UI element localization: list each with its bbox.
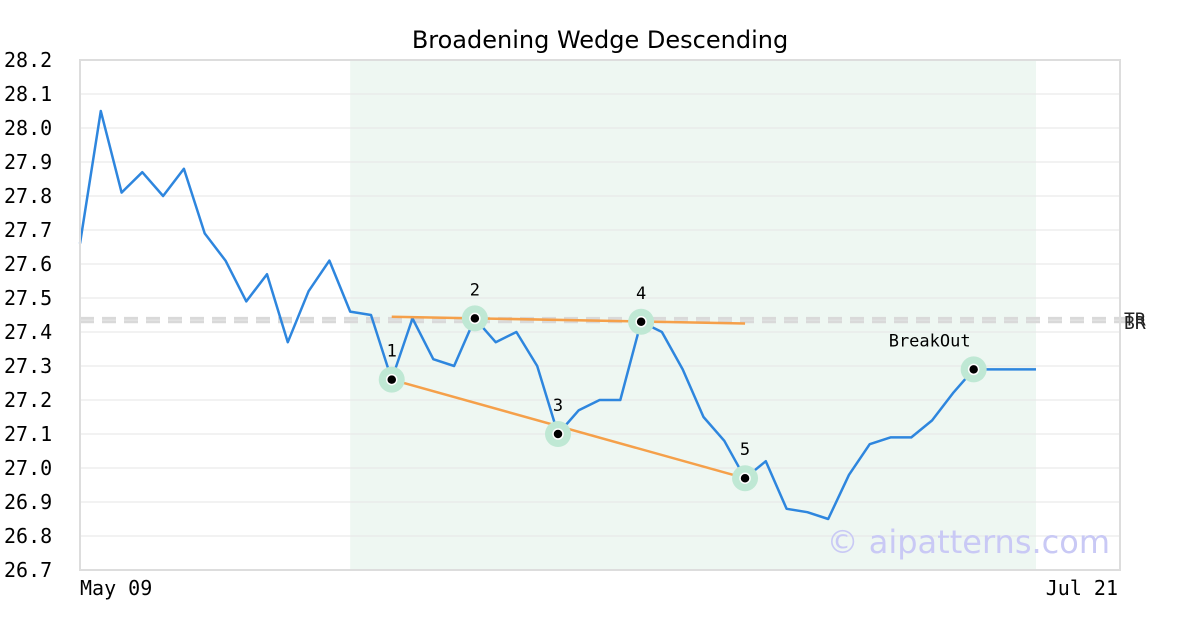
- y-tick-label: 27.8: [4, 184, 52, 208]
- y-tick-label: 28.0: [4, 116, 52, 140]
- pivot-point: [635, 316, 647, 328]
- y-axis-ticks: 26.7 26.8 26.9 27.0 27.1 27.2 27.3 27.4 27.5 27.6…: [4, 48, 52, 582]
- y-tick-label: 27.9: [4, 150, 52, 174]
- x-axis-ticks: May 09 Jul 21: [80, 576, 1118, 600]
- pattern-region: [350, 60, 1036, 570]
- pivot-point: [385, 373, 398, 386]
- pivot-label: 3: [553, 396, 563, 416]
- y-tick-label: 26.8: [4, 524, 52, 548]
- y-tick-label: 27.0: [4, 456, 52, 480]
- pivot-label: 4: [636, 284, 646, 304]
- chart-title: Broadening Wedge Descending: [412, 26, 788, 54]
- trendline: [391, 315, 746, 325]
- pivot-label: BreakOut: [889, 331, 971, 351]
- pivot-label: 1: [387, 342, 397, 362]
- y-tick-label: 27.5: [4, 286, 52, 310]
- y-tick-label: 26.7: [4, 558, 52, 582]
- pivot-label: 5: [740, 440, 750, 460]
- pivot-point: [552, 428, 564, 440]
- y-tick-label: 27.7: [4, 218, 52, 242]
- y-tick-label: 26.9: [4, 490, 52, 514]
- pattern-region-layer: [350, 60, 1036, 570]
- y-tick-label: 28.2: [4, 48, 52, 72]
- pivots-layer: 1 2 3 4 5 BreakOut: [378, 280, 987, 492]
- pivot-point: [967, 363, 980, 376]
- pivot-point: [739, 472, 751, 484]
- y-tick-label: 27.4: [4, 320, 52, 344]
- pivot-point: [469, 312, 481, 325]
- reference-line-label: TR: [1124, 309, 1146, 330]
- x-tick-label: May 09: [80, 576, 152, 600]
- y-tick-label: 27.3: [4, 354, 52, 378]
- y-tick-label: 27.1: [4, 422, 52, 446]
- y-tick-label: 27.2: [4, 388, 52, 412]
- y-tick-label: 28.1: [4, 82, 52, 106]
- watermark: © aipatterns.com: [827, 523, 1110, 561]
- y-tick-label: 27.6: [4, 252, 52, 276]
- pivot-label: 2: [470, 280, 480, 300]
- x-tick-label: Jul 21: [1046, 576, 1118, 600]
- plot-frame: [79, 59, 1121, 571]
- reference-line-label: BR: [1124, 313, 1146, 334]
